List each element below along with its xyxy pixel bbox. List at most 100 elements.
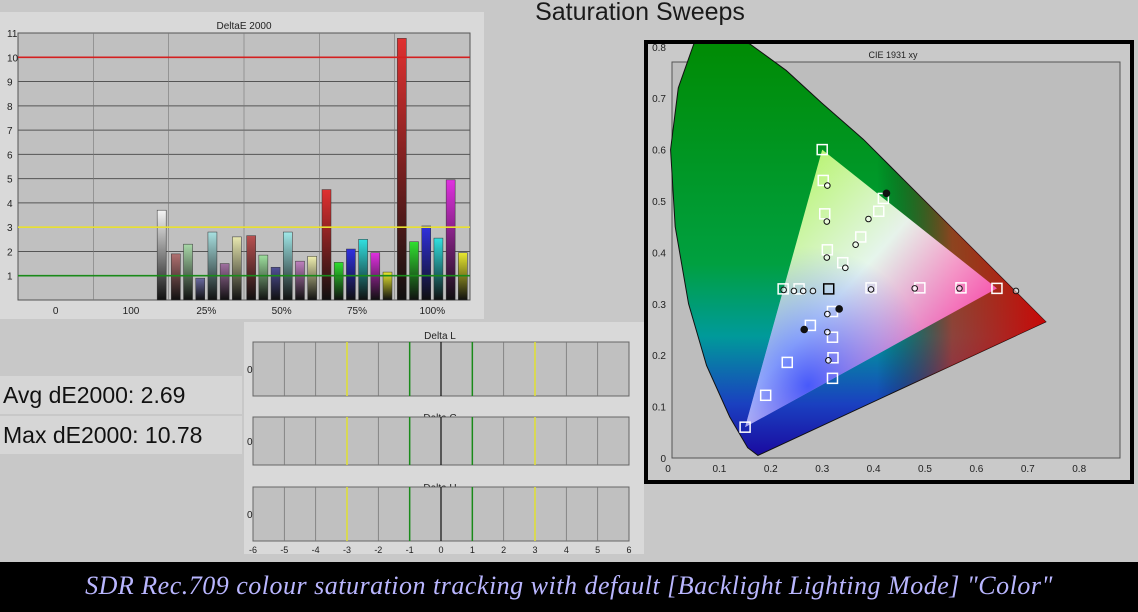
deltae-bar [382, 271, 393, 301]
deltae-bar [346, 248, 356, 301]
delta-x-tick-label: 6 [626, 545, 631, 554]
cie-target-square [826, 331, 839, 343]
delta-x-tick-label: -3 [343, 545, 351, 554]
deltae-y-tick-label: 4 [7, 199, 13, 210]
deltae-bar [207, 231, 218, 301]
cie-x-tick-label: 0.5 [918, 464, 932, 475]
delta-y-axis-label: 0 [247, 510, 253, 521]
deltae-y-tick-label: 9 [7, 78, 13, 89]
deltae-x-tick-label: 75% [347, 306, 367, 317]
cie-y-tick-label: 0 [660, 454, 666, 465]
page-title: Saturation Sweeps [535, 0, 745, 26]
cie-y-tick-label: 0.2 [652, 351, 666, 362]
cie-x-tick-label: 0.1 [712, 464, 726, 475]
cie-measured-point [800, 325, 809, 334]
cie-x-tick-label: 0 [665, 464, 671, 475]
deltae-bar [397, 38, 407, 301]
cie-measured-point [1012, 287, 1020, 295]
cie-target-square [991, 282, 1003, 295]
cie-target-square [777, 283, 789, 295]
cie-x-tick-label: 0.8 [1072, 464, 1086, 475]
delta-y-axis-label: 0 [247, 365, 253, 376]
cie-measured-point [825, 357, 832, 364]
cie-measured-point [852, 241, 859, 248]
deltae-y-tick-label: 6 [7, 150, 13, 161]
deltae-bar [232, 236, 242, 301]
deltae-bar [433, 237, 444, 301]
cie-target-square [817, 174, 829, 187]
deltae-x-tick-label: 100% [420, 306, 446, 317]
deltae-bar [219, 263, 230, 301]
cie-measured-point [823, 254, 831, 261]
cie-measured-point [867, 286, 875, 293]
cie-target-square [872, 205, 885, 218]
cie-y-tick-label: 0.6 [652, 146, 666, 157]
delta-y-axis-label: 0 [247, 437, 253, 448]
cie-y-tick-label: 0.8 [652, 44, 666, 54]
deltae-bar [321, 189, 332, 301]
avg-de-stat: Avg dE2000: 2.69 [0, 376, 242, 414]
deltae-bar [270, 266, 281, 301]
delta-x-tick-label: -4 [312, 545, 320, 554]
cie-measured-point [824, 182, 831, 189]
deltae-y-tick-label: 2 [7, 247, 13, 258]
deltae-chart-title: DeltaE 2000 [216, 21, 271, 32]
cie-target-square [819, 208, 831, 220]
cie-measured-point [865, 215, 872, 223]
cie-x-tick-label: 0.7 [1021, 464, 1035, 475]
cie-x-tick-label: 0.2 [764, 464, 778, 475]
deltae-y-tick-label: 10 [7, 53, 19, 64]
deltae-x-tick-label: 25% [196, 306, 216, 317]
delta-lch-charts: Delta L0Delta C0Delta H0-6-5-4-3-2-10123… [247, 331, 632, 555]
deltae-bar [333, 262, 344, 301]
deltae-x-tick-label: 50% [272, 306, 292, 317]
delta-x-tick-label: 0 [438, 545, 443, 554]
cie-y-tick-label: 0.4 [652, 248, 666, 259]
cie-chart-title: CIE 1931 xy [868, 50, 918, 60]
deltae-bar [246, 235, 256, 301]
cie-chart-frame: CIE 1931 xy 0 0.1 0.2 0.3 0.4 0.5 0.6 0.7 0.8 0 0.1… [644, 28, 1134, 484]
cie-measured-point [911, 285, 919, 292]
deltae-bar [183, 243, 193, 301]
deltae-bar-chart: DeltaE 2000 1 2 3 4 5 6 7 8 9 10 11 0 100 25% 50% 75% 100… [7, 21, 471, 317]
cie-y-tick-label: 0.7 [652, 94, 666, 105]
deltae-y-tick-label: 5 [7, 175, 13, 186]
delta-x-tick-label: -5 [280, 545, 288, 554]
deltae-y-tick-label: 11 [7, 29, 18, 40]
deltae-bar [258, 254, 269, 301]
cie-y-tick-label: 0.5 [652, 197, 666, 208]
deltae-bar [156, 209, 167, 301]
deltae-bar [295, 260, 305, 301]
deltae-bar [409, 241, 419, 301]
cie-y-tick-label: 0.1 [652, 403, 666, 414]
deltae-x-tick-label: 0 [53, 306, 59, 317]
cie-measured-point [780, 286, 787, 294]
cie-target-square [865, 282, 877, 294]
cie-target-square [816, 143, 828, 156]
cie-target-square [955, 282, 967, 294]
cie-measured-point [956, 285, 963, 292]
cie-measured-point [790, 287, 798, 295]
cie-target-square [739, 421, 751, 433]
cie-x-tick-label: 0.6 [969, 464, 983, 475]
max-de-stat: Max dE2000: 10.78 [0, 416, 242, 454]
delta-x-tick-label: 1 [470, 545, 475, 554]
cie-x-tick-label: 0.3 [815, 464, 829, 475]
delta-x-tick-label: -1 [406, 545, 414, 554]
delta-x-tick-label: -6 [249, 545, 257, 554]
deltae-bar [445, 179, 456, 301]
cie-measured-point [835, 305, 843, 313]
cie-measured-point [809, 287, 817, 295]
caption-bar: SDR Rec.709 colour saturation tracking w… [0, 562, 1138, 612]
deltae-bar [283, 231, 293, 301]
deltae-y-tick-label: 7 [7, 126, 13, 137]
cie-target-square [759, 389, 772, 402]
cie-measured-point [842, 264, 849, 272]
deltae-bar [307, 256, 317, 301]
delta-x-tick-label: 5 [595, 545, 600, 554]
deltae-chart-panel: DeltaE 2000 1 2 3 4 5 6 7 8 9 10 11 0 100 25% 50% 75% 100… [0, 12, 484, 319]
cie-1931-chart: CIE 1931 xy 0 0.1 0.2 0.3 0.4 0.5 0.6 0.7 0.8 0 0.1… [652, 28, 1121, 475]
delta-x-tick-label: 4 [564, 545, 569, 554]
delta-x-tick-label: 2 [501, 545, 506, 554]
cie-target-square [826, 372, 839, 385]
